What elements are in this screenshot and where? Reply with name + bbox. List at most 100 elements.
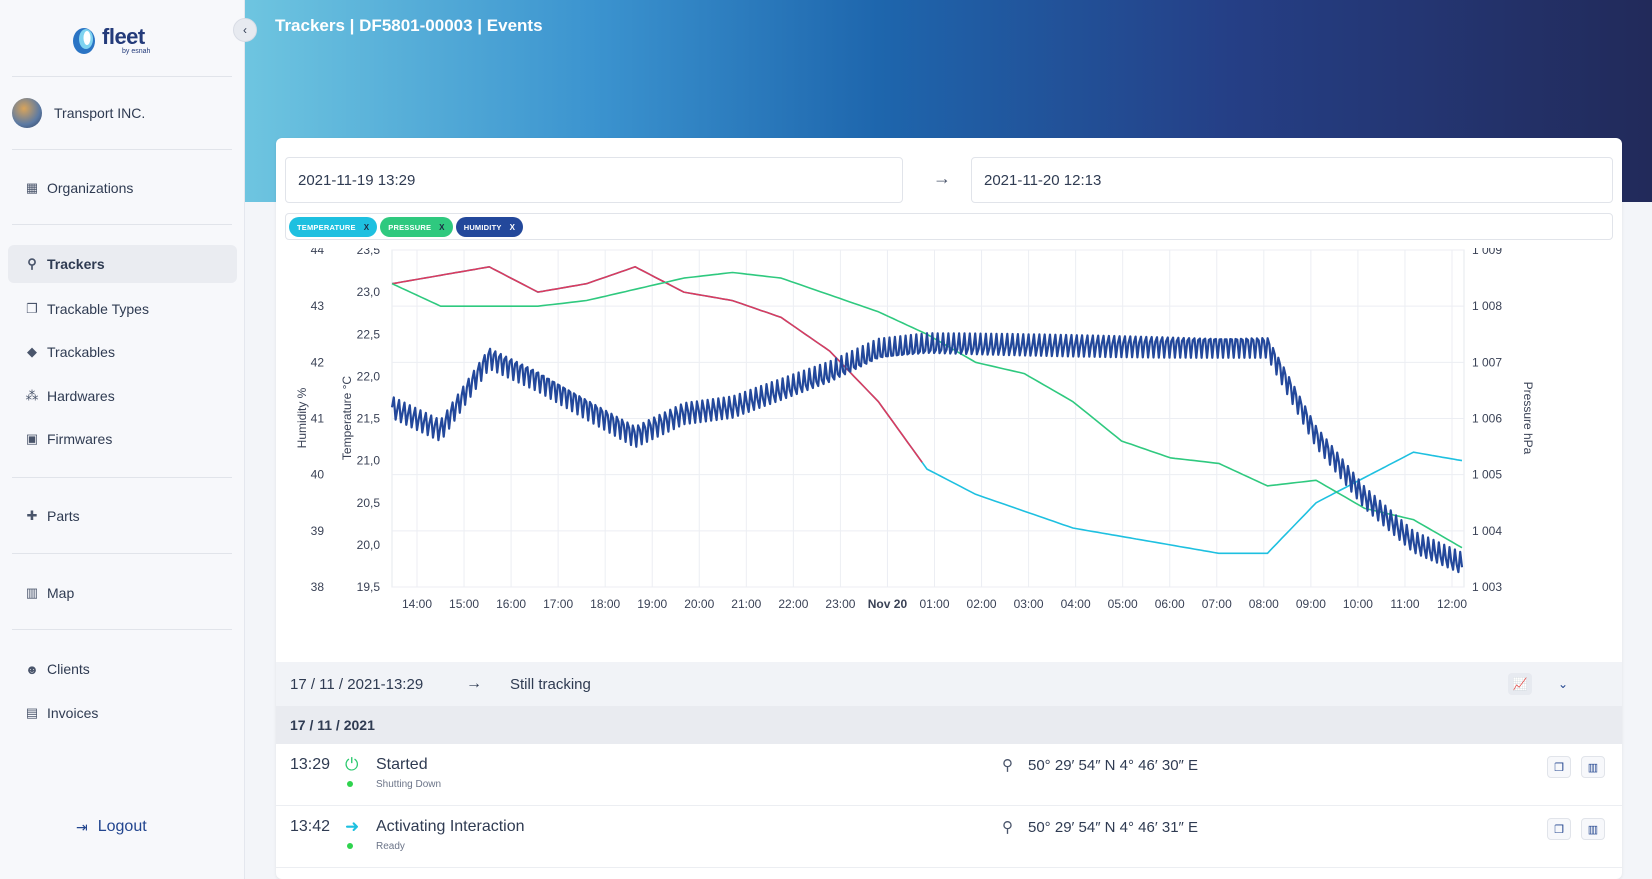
sidebar-item-label: Clients <box>47 661 90 677</box>
temperature-tick-label: 20,5 <box>357 496 381 510</box>
sidebar-item-clients[interactable]: ☻ Clients <box>8 650 237 688</box>
humidity-tick-label: 41 <box>311 412 325 426</box>
pressure-tick-label: 1 003 <box>1472 580 1502 594</box>
logout-icon: ⇥ <box>76 818 88 835</box>
humidity-axis-title: Humidity % <box>295 387 309 448</box>
event-row[interactable]: 13:42 ➜ Activating Interaction Ready ⚲ 5… <box>276 806 1622 868</box>
logo-text: fleet <box>102 24 145 49</box>
puzzle-icon: ✚ <box>26 508 38 523</box>
sidebar-item-firmwares[interactable]: ▣ Firmwares <box>8 420 237 458</box>
event-status: Shutting Down <box>376 779 442 790</box>
divider <box>12 629 232 630</box>
day-header: 17 / 11 / 2021 <box>276 706 1622 744</box>
divider <box>12 553 232 554</box>
sidebar: fleet by esnah Transport INC. ▦ Organiza… <box>0 0 245 879</box>
organization-switcher[interactable]: Transport INC. <box>12 98 145 128</box>
humidity-tick-label: 44 <box>311 248 325 257</box>
fleet-logo[interactable]: fleet by esnah <box>68 22 168 58</box>
tag-pressure[interactable]: PRESSURE X <box>380 217 453 237</box>
organization-avatar <box>12 98 42 128</box>
event-title: Activating Interaction <box>376 818 525 835</box>
event-time: 13:29 <box>290 756 331 773</box>
expand-button[interactable]: ⌄ <box>1558 677 1568 691</box>
temperature-tick-label: 22,0 <box>357 369 381 383</box>
show-on-map-button[interactable]: ▥ <box>1581 756 1605 778</box>
tag-label: PRESSURE <box>388 222 432 232</box>
x-tick-label: 04:00 <box>1061 597 1091 611</box>
sidebar-item-label: Invoices <box>47 705 99 721</box>
events-card: 2021-11-19 13:29 → 2021-11-20 12:13 TEMP… <box>276 138 1622 879</box>
tracking-range-row: 17 / 11 / 2021-13:29 → Still tracking 📈 … <box>276 662 1622 706</box>
divider <box>12 149 232 150</box>
temperature-tick-label: 22,5 <box>357 327 381 341</box>
event-coordinates: 50° 29′ 54″ N 4° 46′ 31″ E <box>1028 819 1199 836</box>
x-tick-label: 08:00 <box>1249 597 1279 611</box>
sensor-tags: TEMPERATURE X PRESSURE X HUMIDITY X <box>285 213 1613 240</box>
sensor-chart[interactable]: 14:00 15:00 16:00 17:00 18:00 19:00 20:00 21:00… <box>284 248 1614 788</box>
event-row[interactable]: 13:29 ⏻ Started Shutting Down ⚲ 50° 29′ … <box>276 744 1622 806</box>
show-on-map-button[interactable]: ▥ <box>1581 818 1605 840</box>
x-tick-label: 22:00 <box>778 597 808 611</box>
x-tick-label: 23:00 <box>825 597 855 611</box>
arrow-right-icon: ➜ <box>345 817 360 836</box>
pressure-tick-label: 1 005 <box>1472 468 1502 482</box>
range-end: Still tracking <box>510 675 591 693</box>
humidity-tick-label: 43 <box>311 299 325 313</box>
pressure-tick-label: 1 007 <box>1472 355 1502 369</box>
humidity-tick-label: 42 <box>311 355 325 369</box>
map-icon: ▥ <box>1587 761 1599 774</box>
map-icon: ▥ <box>1587 823 1599 836</box>
sidebar-item-map[interactable]: ▥ Map <box>8 574 237 612</box>
sidebar-item-hardwares[interactable]: ⁂ Hardwares <box>8 377 237 415</box>
user-icon: ☻ <box>25 661 39 677</box>
tag-humidity[interactable]: HUMIDITY X <box>455 217 524 237</box>
divider <box>12 76 232 77</box>
end-date-input[interactable]: 2021-11-20 12:13 <box>971 157 1613 203</box>
humidity-tick-label: 39 <box>311 524 325 538</box>
pressure-tick-label: 1 008 <box>1472 299 1502 313</box>
arrow-right-icon: → <box>933 168 951 188</box>
collapse-sidebar-button[interactable]: ‹ <box>233 18 257 42</box>
copy-coordinates-button[interactable]: ❐ <box>1547 756 1571 778</box>
x-tick-label: 20:00 <box>684 597 714 611</box>
sidebar-item-trackable-types[interactable]: ❐ Trackable Types <box>8 290 237 328</box>
sidebar-item-label: Parts <box>47 508 80 524</box>
logout-button[interactable]: ⇥ Logout <box>76 818 147 836</box>
map-icon: ▥ <box>25 585 39 600</box>
chart-toggle-button[interactable]: 📈 <box>1508 673 1532 695</box>
sidebar-item-label: Map <box>47 585 75 601</box>
sidebar-item-trackers[interactable]: ⚲ Trackers <box>8 245 237 283</box>
pressure-tick-label: 1 009 <box>1472 248 1502 257</box>
logout-label: Logout <box>97 818 147 835</box>
event-time: 13:42 <box>290 818 331 835</box>
sidebar-item-parts[interactable]: ✚ Parts <box>8 497 237 535</box>
organization-name: Transport INC. <box>54 105 146 121</box>
chevron-left-icon: ‹ <box>243 23 247 37</box>
x-tick-label: 14:00 <box>402 597 432 611</box>
sidebar-item-invoices[interactable]: ▤ Invoices <box>8 694 237 732</box>
sidebar-item-label: Trackable Types <box>47 301 149 317</box>
pressure-tick-label: 1 006 <box>1472 412 1502 426</box>
tag-remove-button[interactable]: X <box>509 222 516 232</box>
tag-temperature[interactable]: TEMPERATURE X <box>289 217 378 237</box>
chevron-down-icon: ⌄ <box>1558 677 1569 691</box>
temperature-tick-label: 23,0 <box>357 285 381 299</box>
status-dot <box>347 843 353 849</box>
x-tick-label: 07:00 <box>1202 597 1232 611</box>
x-tick-label: 12:00 <box>1437 597 1467 611</box>
divider <box>12 477 232 478</box>
tag-remove-button[interactable]: X <box>363 222 370 232</box>
sidebar-item-trackables[interactable]: ◆ Trackables <box>8 333 237 371</box>
logo-subtext: by esnah <box>122 48 151 55</box>
tag-remove-button[interactable]: X <box>439 222 445 232</box>
humidity-tick-label: 38 <box>311 580 325 594</box>
map-pin-icon: ⚲ <box>27 256 37 271</box>
copy-coordinates-button[interactable]: ❐ <box>1547 818 1571 840</box>
event-title: Started <box>376 756 428 773</box>
copy-icon: ❐ <box>26 301 38 316</box>
event-coordinates: 50° 29′ 54″ N 4° 46′ 30″ E <box>1028 757 1199 774</box>
sidebar-item-organizations[interactable]: ▦ Organizations <box>8 169 237 207</box>
temperature-tick-label: 23,5 <box>357 248 381 257</box>
x-tick-label: 18:00 <box>590 597 620 611</box>
start-date-input[interactable]: 2021-11-19 13:29 <box>285 157 903 203</box>
